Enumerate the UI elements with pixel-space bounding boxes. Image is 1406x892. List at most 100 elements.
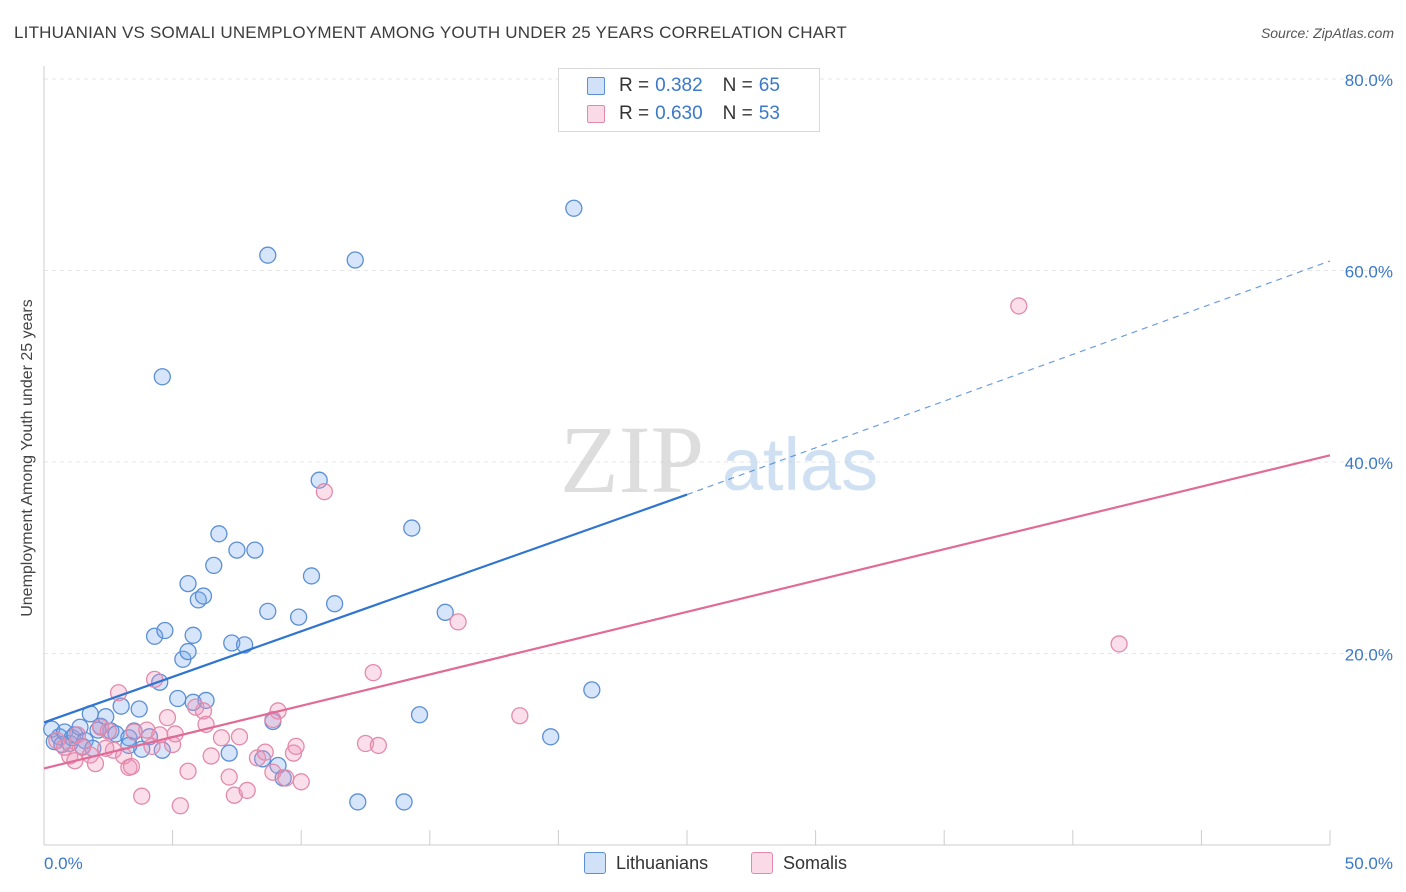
somali-point bbox=[171, 797, 189, 815]
lithuanian-point bbox=[410, 706, 429, 724]
somali-point bbox=[61, 747, 79, 765]
axes bbox=[43, 66, 1331, 846]
x-tick-labels: 0.0% 50.0% bbox=[44, 854, 1393, 873]
lithuanian-point bbox=[220, 744, 238, 762]
bottom-legend-label: Lithuanians bbox=[616, 852, 709, 873]
legend-n-label: N = bbox=[722, 75, 753, 96]
somali-point bbox=[449, 613, 467, 631]
somali-point bbox=[212, 729, 231, 747]
legend-n-value: 53 bbox=[758, 103, 780, 124]
somali-point bbox=[158, 709, 177, 727]
lithuanian-point bbox=[210, 525, 228, 543]
lithuanian-point bbox=[542, 728, 560, 746]
lithuanian-point bbox=[179, 642, 197, 661]
lithuanian-point bbox=[302, 567, 321, 585]
y-tick-label: 20.0% bbox=[1345, 646, 1393, 665]
lithuanian-point bbox=[395, 793, 413, 811]
lithuanian-point bbox=[179, 574, 197, 593]
somali-point bbox=[202, 747, 220, 765]
somali-point bbox=[122, 757, 141, 776]
lithuanian-point bbox=[153, 368, 171, 386]
lithuanian-point bbox=[223, 634, 241, 652]
somali-point bbox=[256, 743, 274, 761]
x-tick-label-max: 50.0% bbox=[1345, 854, 1393, 873]
source-credit: Source: ZipAtlas.com bbox=[1260, 25, 1394, 41]
somali-point bbox=[277, 769, 295, 787]
somali-point bbox=[99, 722, 117, 740]
somali-point bbox=[55, 738, 74, 756]
lithuanian-point bbox=[259, 246, 277, 264]
somali-point bbox=[166, 725, 184, 743]
lithuanian-point bbox=[565, 199, 583, 217]
lithuanian-point bbox=[145, 627, 164, 645]
lithuanian-trend-extension bbox=[686, 260, 1331, 496]
lithuanian-point bbox=[205, 556, 223, 575]
legend-swatch-pink bbox=[587, 105, 605, 123]
bottom-legend-label: Somalis bbox=[783, 852, 848, 873]
watermark: ZIP atlas bbox=[560, 406, 878, 513]
somali-point bbox=[138, 721, 156, 739]
lithuanian-point bbox=[194, 587, 213, 605]
lithuanian-point bbox=[112, 697, 130, 715]
watermark-atlas: atlas bbox=[722, 423, 878, 506]
somali-trend-line bbox=[43, 454, 1331, 770]
somali-point bbox=[225, 786, 243, 804]
somali-point bbox=[125, 723, 143, 741]
x-tick-label-min: 0.0% bbox=[44, 854, 83, 873]
legend-r-label: R = bbox=[619, 75, 650, 96]
somali-point bbox=[238, 781, 256, 800]
y-tick-label: 60.0% bbox=[1345, 263, 1393, 282]
legend-r-value: 0.630 bbox=[655, 103, 703, 124]
somali-point bbox=[364, 664, 382, 682]
lithuanian-points bbox=[43, 199, 601, 811]
lithuanian-point bbox=[349, 793, 367, 811]
lithuanian-point bbox=[228, 541, 246, 559]
legend-r-value: 0.382 bbox=[655, 75, 703, 96]
legend-row-somalis: R = 0.630 N = 53 bbox=[587, 102, 780, 126]
lithuanian-point bbox=[583, 681, 601, 699]
lithuanian-trend-line bbox=[43, 493, 688, 724]
legend-swatch-blue bbox=[587, 77, 605, 95]
somali-point bbox=[356, 734, 375, 753]
lithuanian-point bbox=[246, 541, 264, 559]
lithuanian-point bbox=[289, 608, 308, 626]
bottom-legend-somalis: Somalis bbox=[751, 851, 847, 875]
somali-point bbox=[287, 737, 305, 756]
lithuanian-point bbox=[169, 689, 187, 708]
legend-n-label: N = bbox=[722, 103, 753, 124]
lithuanian-point bbox=[130, 700, 148, 718]
somali-points bbox=[48, 297, 1128, 815]
lithuanian-point bbox=[403, 519, 421, 537]
somali-point bbox=[369, 736, 388, 755]
y-tick-label: 80.0% bbox=[1345, 71, 1393, 90]
somali-point bbox=[194, 702, 213, 720]
gridlines bbox=[44, 78, 1393, 654]
somali-point bbox=[315, 483, 333, 501]
bottom-legend-swatch-pink bbox=[751, 852, 773, 874]
somali-point bbox=[220, 768, 238, 786]
lithuanian-point bbox=[184, 626, 202, 644]
lithuanian-point bbox=[259, 602, 277, 621]
somali-point bbox=[1110, 635, 1128, 653]
bottom-legend-swatch-blue bbox=[584, 852, 606, 874]
legend-n-value: 65 bbox=[758, 75, 780, 96]
lithuanian-point bbox=[346, 251, 364, 269]
lithuanian-point bbox=[197, 691, 215, 710]
lithuanian-point bbox=[436, 603, 454, 621]
somali-point bbox=[292, 773, 310, 791]
somali-point bbox=[133, 787, 151, 805]
lithuanian-point bbox=[156, 621, 174, 640]
correlation-legend: R = 0.382 N = 65 R = 0.630 N = 53 bbox=[558, 68, 820, 132]
y-tick-labels: 20.0% 40.0% 60.0% 80.0% bbox=[1345, 71, 1393, 665]
somali-point bbox=[511, 707, 529, 725]
somali-point bbox=[1010, 297, 1028, 315]
chart-title: LITHUANIAN VS SOMALI UNEMPLOYMENT AMONG … bbox=[14, 23, 848, 42]
legend-r-label: R = bbox=[619, 103, 650, 124]
trend-lines bbox=[43, 260, 1331, 770]
somali-point bbox=[230, 728, 249, 746]
legend-row-lithuanians: R = 0.382 N = 65 bbox=[587, 74, 780, 98]
lithuanian-point bbox=[325, 595, 344, 613]
somali-point bbox=[179, 762, 197, 780]
watermark-zip: ZIP bbox=[560, 406, 704, 513]
